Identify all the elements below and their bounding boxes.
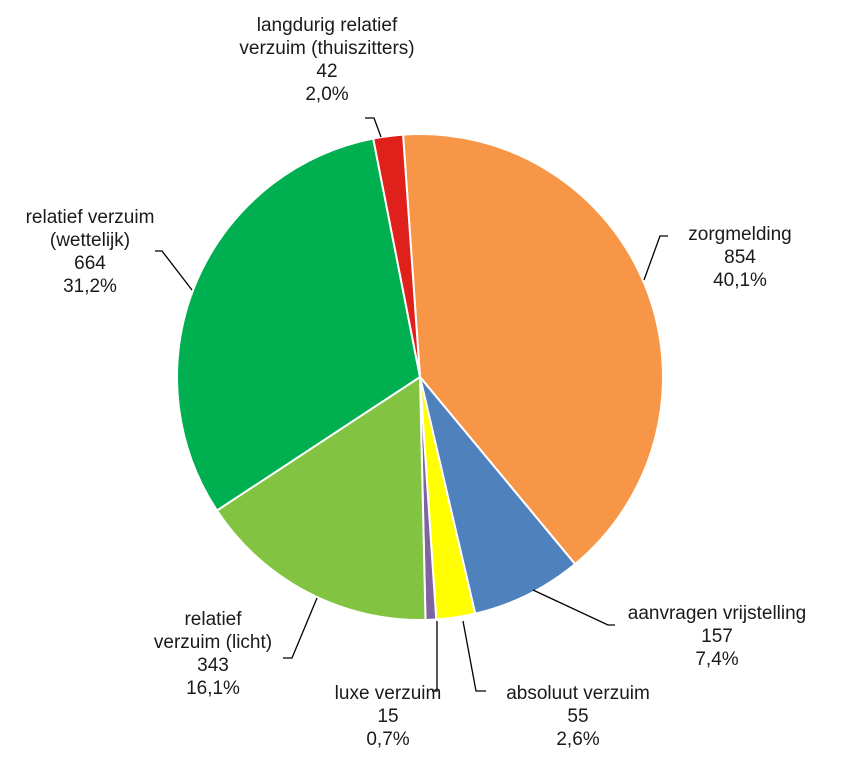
slice-value-label: 343 — [197, 655, 229, 676]
slice-category-label: relatief — [184, 609, 242, 630]
leader-line — [643, 235, 668, 281]
slice-value-label: 42 — [316, 61, 337, 82]
leader-line — [432, 621, 438, 692]
slice-category-label: relatief verzuim — [26, 207, 155, 228]
leader-line — [283, 597, 318, 659]
leader-line — [462, 620, 486, 692]
slice-category-label: luxe verzuim — [335, 683, 442, 704]
slice-category-label: zorgmelding — [688, 224, 792, 245]
slice-percent-label: 7,4% — [695, 649, 738, 670]
slice-category-label: verzuim (licht) — [154, 632, 272, 653]
pie-slice-zorgmelding — [401, 133, 664, 566]
leader-line — [155, 250, 193, 291]
slice-data-label: absoluut verzuim 55 2,6% — [506, 683, 650, 750]
pie-slice-relatief-verzuim-wettelijk — [175, 137, 422, 512]
slice-data-label: aanvragen vrijstelling 157 7,4% — [628, 603, 807, 670]
pie-slice-langdurig-relatief-verzuim-thuiszitters — [372, 133, 421, 378]
pie-slices — [175, 133, 664, 621]
slice-value-label: 854 — [724, 247, 756, 268]
slice-category-label: langdurig relatief — [257, 15, 398, 36]
slice-value-label: 157 — [701, 626, 733, 647]
slice-data-label: zorgmelding 854 40,1% — [688, 224, 792, 291]
slice-category-label: absoluut verzuim — [506, 683, 650, 704]
leader-line — [365, 117, 382, 138]
slice-percent-label: 16,1% — [186, 678, 240, 699]
slice-percent-label: 40,1% — [713, 270, 767, 291]
slice-data-label: langdurig relatief verzuim (thuiszitters)… — [239, 15, 414, 105]
slice-percent-label: 31,2% — [63, 276, 117, 297]
slice-category-label: verzuim (thuiszitters) — [239, 38, 414, 59]
slice-value-label: 55 — [567, 706, 588, 727]
leader-lines — [155, 117, 668, 692]
slice-percent-label: 2,6% — [556, 729, 599, 750]
leader-line — [532, 589, 615, 626]
slice-data-label: relatief verzuim (licht) 343 16,1% — [154, 609, 272, 699]
pie-slice-aanvragen-vrijstelling — [419, 376, 577, 615]
data-labels: zorgmelding 854 40,1% aanvragen vrijstellin… — [26, 15, 807, 750]
slice-percent-label: 2,0% — [305, 84, 348, 105]
slice-value-label: 15 — [377, 706, 398, 727]
slice-percent-label: 0,7% — [366, 729, 409, 750]
slice-category-label: (wettelijk) — [50, 230, 130, 251]
slice-value-label: 664 — [74, 253, 106, 274]
slice-data-label: luxe verzuim 15 0,7% — [335, 683, 442, 750]
slice-data-label: relatief verzuim (wettelijk) 664 31,2% — [26, 207, 155, 297]
slice-category-label: aanvragen vrijstelling — [628, 603, 807, 624]
pie-slice-relatief-verzuim-licht — [215, 375, 427, 621]
